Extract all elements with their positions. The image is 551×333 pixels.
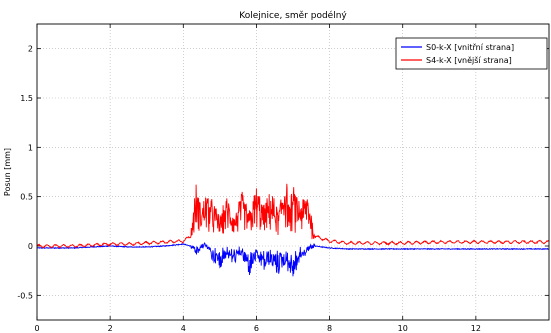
plot-area: 0 2 4 6 8 10 12 -0.5 0 0.5 1 1.5 2 Kolejnice, směr po… [3, 10, 550, 333]
legend-label: S4-k-X [vnější strana] [426, 55, 512, 65]
axes-frame [36, 23, 550, 321]
y-tick-label: 0 [28, 242, 33, 251]
y-tick-label: 2 [28, 45, 33, 54]
y-tick-label: 1 [28, 143, 33, 152]
x-tick-label: 8 [327, 324, 332, 333]
x-tick-label: 10 [398, 324, 408, 333]
series-line-S4-k-X [36, 183, 550, 249]
x-tick-label: 4 [181, 324, 186, 333]
x-tick-label: 2 [108, 324, 113, 333]
y-tick-label: 1.5 [20, 94, 33, 103]
y-tick-label: 0.5 [20, 193, 33, 202]
series-line-S0-k-X [36, 242, 550, 277]
x-tick-label: 0 [34, 324, 39, 333]
x-tick-label: 12 [471, 324, 481, 333]
x-tick-label: 6 [254, 324, 259, 333]
y-axis-label: Posun [mm] [3, 148, 12, 196]
chart-title: Kolejnice, směr podélný [239, 10, 347, 21]
y-tick-label: -0.5 [17, 291, 33, 300]
legend-label: S0-k-X [vnitřní strana] [426, 43, 514, 52]
legend-box [395, 37, 548, 70]
